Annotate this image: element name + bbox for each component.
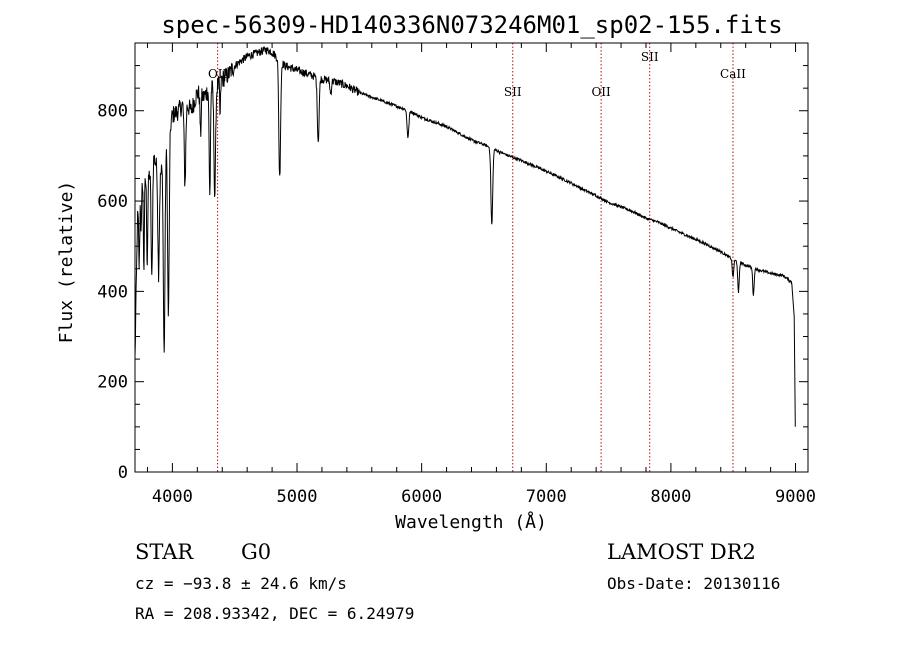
survey-name: LAMOST DR2 xyxy=(607,540,756,564)
redshift-value: cz = −93.8 ± 24.6 km/s xyxy=(135,574,347,593)
emission-line-label: OII xyxy=(591,85,611,99)
emission-line-label: CaII xyxy=(720,67,746,81)
y-tick-label: 800 xyxy=(97,102,128,122)
spectrum-series xyxy=(134,46,796,427)
x-tick-label: 5000 xyxy=(277,487,318,507)
x-tick-label: 8000 xyxy=(650,487,691,507)
emission-line-label: SII xyxy=(641,50,659,64)
y-tick-label: 600 xyxy=(97,192,128,212)
flux-trace xyxy=(134,46,796,427)
chart-title: spec-56309-HD140336N073246M01_sp02-155.f… xyxy=(161,11,782,39)
axis-ticks: 4000 5000 6000 7000 8000 9000 0 200 400 600 800 xyxy=(97,43,816,507)
emission-line-label: SII xyxy=(504,85,522,99)
sky-coordinates: RA = 208.93342, DEC = 6.24979 xyxy=(135,604,414,623)
y-tick-label: 200 xyxy=(97,373,128,393)
y-tick-label: 0 xyxy=(118,463,128,483)
y-tick-label: 400 xyxy=(97,282,128,302)
x-axis-label: Wavelength (Å) xyxy=(395,511,547,533)
y-axis-label: Flux (relative) xyxy=(56,181,77,344)
plot-frame xyxy=(134,42,809,473)
object-class: STAR xyxy=(135,540,194,564)
x-tick-label: 6000 xyxy=(401,487,442,507)
x-tick-label: 4000 xyxy=(152,487,193,507)
object-subclass: G0 xyxy=(241,540,271,564)
observation-date: Obs-Date: 20130116 xyxy=(607,574,780,593)
x-tick-label: 9000 xyxy=(775,487,816,507)
x-tick-label: 7000 xyxy=(526,487,567,507)
